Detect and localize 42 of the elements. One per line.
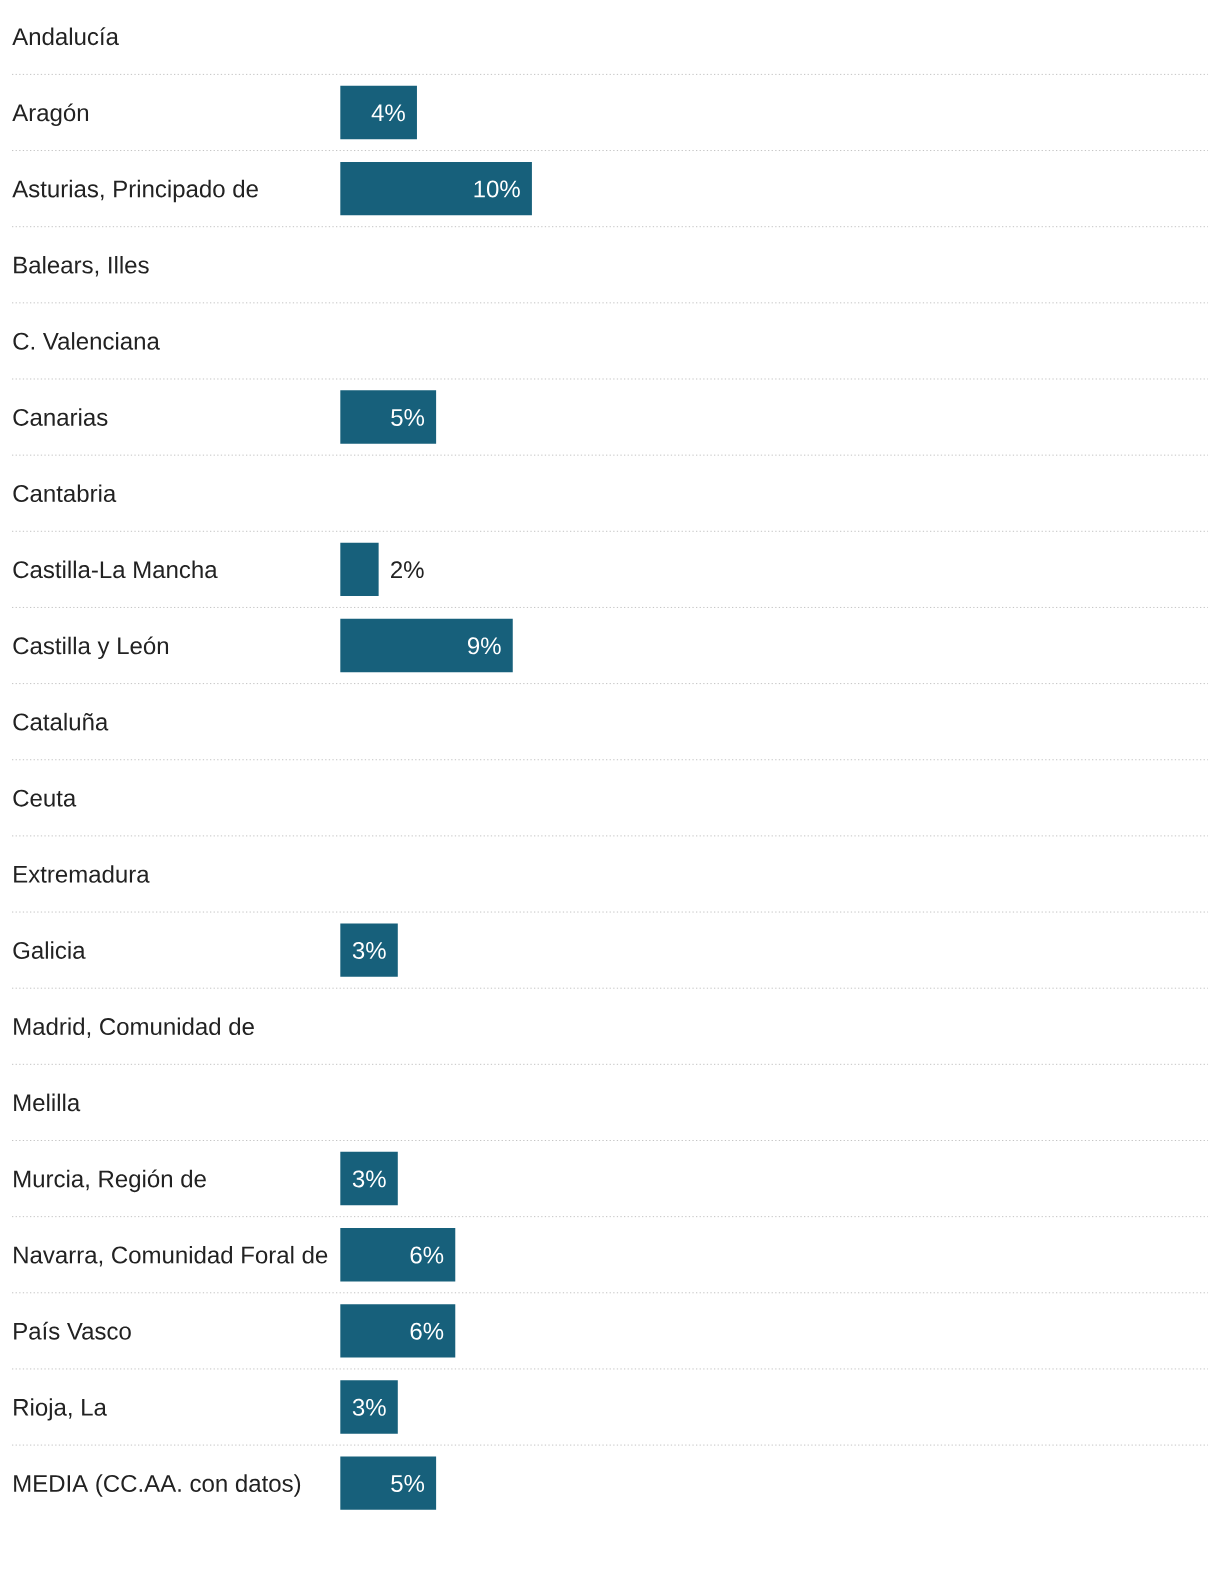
bar	[340, 1456, 437, 1510]
data-label: 10%	[474, 180, 520, 198]
bar	[340, 85, 417, 140]
y-tick-label: Aragón	[12, 103, 89, 127]
y-tick-label: Balears, Illes	[14, 255, 149, 277]
data-label: 3%	[352, 1398, 386, 1416]
bar	[340, 923, 398, 977]
y-tick-label: Navarra, Comunidad Foral de	[14, 1245, 328, 1267]
y-tick-label: País Vasco	[14, 1321, 131, 1340]
bar	[340, 542, 379, 597]
y-tick-label: Rioja, La	[14, 1398, 107, 1421]
y-tick-label: Cantabria	[13, 484, 117, 503]
data-label: 6%	[410, 1322, 444, 1340]
y-tick-label: Cataluña	[13, 712, 109, 731]
y-tick-label: C. Valenciana	[13, 332, 160, 350]
y-tick-label: MEDIA (CC.AA. con datos)	[14, 1474, 301, 1497]
y-tick-label: Extremadura	[14, 865, 150, 883]
data-label: 5%	[391, 409, 425, 426]
y-tick-label: Murcia, Región de	[14, 1169, 206, 1193]
y-tick-label: Ceuta	[13, 789, 77, 807]
data-label: 4%	[371, 104, 405, 122]
data-label: 3%	[352, 941, 386, 959]
y-tick-label: Galicia	[13, 941, 86, 959]
bar	[340, 618, 513, 673]
data-label: 9%	[467, 637, 501, 655]
bar	[340, 161, 532, 216]
y-tick-label: Andalucía	[12, 27, 119, 46]
y-tick-label: Castilla-La Mancha	[13, 560, 218, 579]
y-tick-label: Castilla y León	[13, 636, 169, 660]
bar	[340, 1151, 398, 1206]
data-label: 2%	[391, 561, 424, 579]
data-label: 5%	[391, 1475, 425, 1492]
data-label: 3%	[352, 1170, 386, 1188]
bar	[340, 1304, 456, 1358]
y-tick-label: Melilla	[14, 1093, 81, 1112]
y-tick-label: Madrid, Comunidad de	[14, 1017, 254, 1038]
y-tick-label: Asturias, Principado de	[12, 179, 258, 203]
bar	[340, 1380, 398, 1434]
data-label: 6%	[410, 1246, 444, 1264]
bar	[340, 1228, 456, 1282]
bar	[340, 390, 437, 444]
y-tick-label: Canarias	[13, 408, 108, 426]
